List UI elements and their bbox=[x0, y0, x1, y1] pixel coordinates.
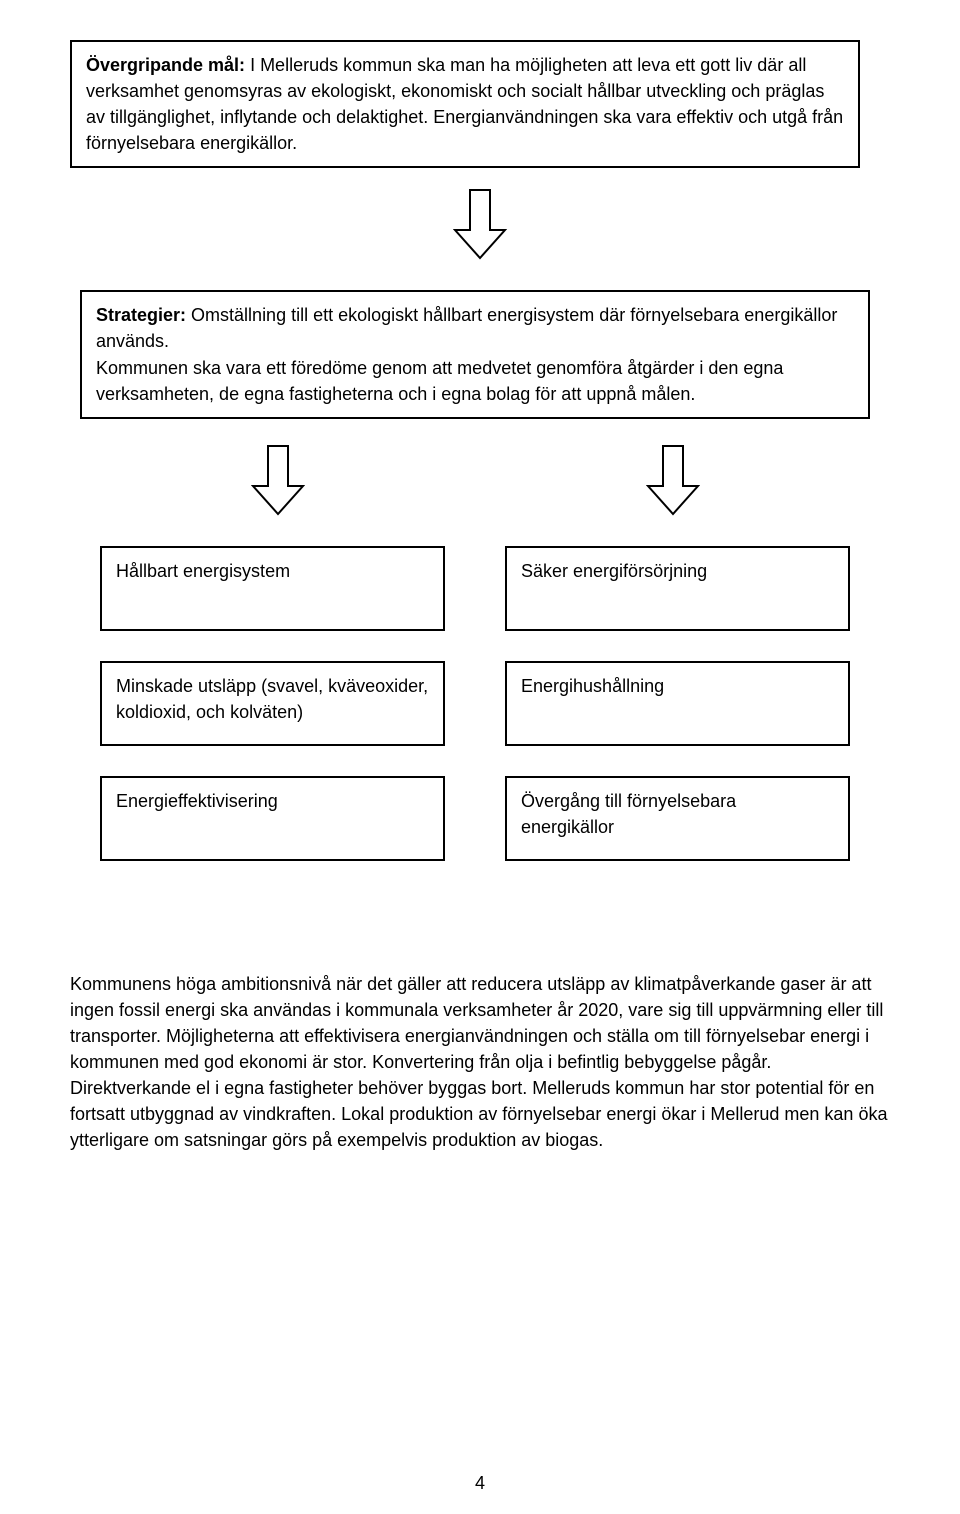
grid-row: Energieffektivisering Övergång till förn… bbox=[100, 776, 900, 861]
cell-renewables-transition: Övergång till förnyelsebara energikällor bbox=[505, 776, 850, 861]
cell-energy-conservation: Energihushållning bbox=[505, 661, 850, 746]
arrow-row-2 bbox=[70, 444, 870, 516]
strategy-heading: Strategier: bbox=[96, 305, 186, 325]
cell-reduced-emissions: Minskade utsläpp (svavel, kväveoxider, k… bbox=[100, 661, 445, 746]
cell-energy-efficiency: Energieffektivisering bbox=[100, 776, 445, 861]
outcomes-grid: Hållbart energisystem Säker energiförsör… bbox=[100, 546, 900, 861]
strategy-box: Strategier: Omställning till ett ekologi… bbox=[80, 290, 870, 418]
strategy-body: Omställning till ett ekologiskt hållbart… bbox=[96, 305, 837, 403]
cell-secure-supply: Säker energiförsörjning bbox=[505, 546, 850, 631]
cell-sustainable-energy: Hållbart energisystem bbox=[100, 546, 445, 631]
body-paragraph: Kommunens höga ambitionsnivå när det gäl… bbox=[70, 971, 890, 1154]
grid-row: Hållbart energisystem Säker energiförsör… bbox=[100, 546, 900, 631]
down-arrow-icon bbox=[453, 188, 507, 260]
page: Övergripande mål: I Melleruds kommun ska… bbox=[0, 0, 960, 1514]
goal-box: Övergripande mål: I Melleruds kommun ska… bbox=[70, 40, 860, 168]
arrow-row-1 bbox=[70, 188, 890, 260]
page-number: 4 bbox=[0, 1473, 960, 1494]
down-arrow-icon bbox=[646, 444, 700, 516]
grid-row: Minskade utsläpp (svavel, kväveoxider, k… bbox=[100, 661, 900, 746]
down-arrow-icon bbox=[251, 444, 305, 516]
goal-heading: Övergripande mål: bbox=[86, 55, 245, 75]
